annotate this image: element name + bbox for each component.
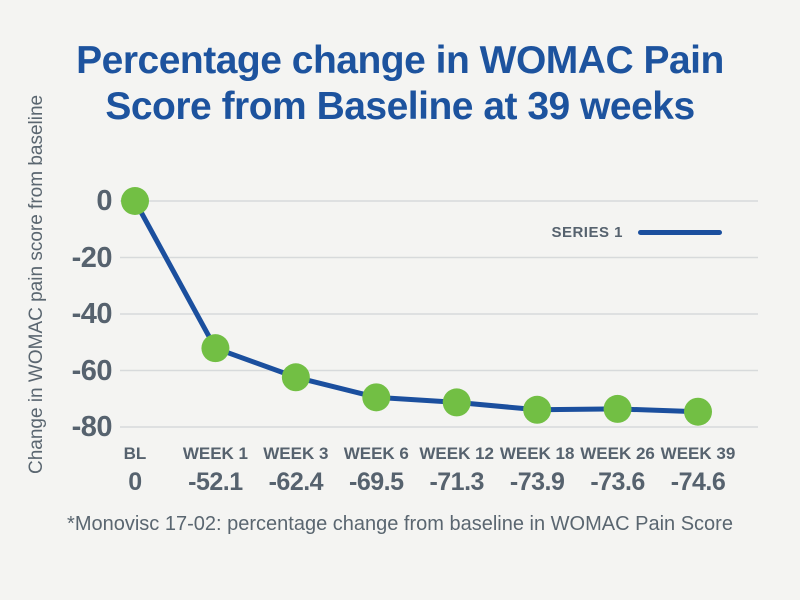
x-axis-category-label: WEEK 39 [660, 444, 736, 463]
data-point-value-label: 0 [128, 468, 142, 496]
chart-title-line2: Score from Baseline at 39 weeks [105, 85, 695, 128]
y-axis-tick-label: 0 [96, 185, 112, 217]
x-axis-category-label: WEEK 1 [182, 444, 249, 463]
x-axis-column: WEEK 26 -73.6 [563, 444, 673, 497]
data-point-marker [121, 187, 149, 215]
series-markers [121, 187, 712, 426]
x-axis-category-label: WEEK 18 [499, 444, 575, 463]
data-point-marker [523, 395, 552, 424]
y-axis-tick-label: -40 [71, 298, 113, 330]
footnote: *Monovisc 17-02: percentage change from … [67, 513, 733, 535]
data-point-marker [603, 394, 632, 423]
x-axis-column: WEEK 6 -69.5 [321, 444, 431, 497]
x-axis-category-label: BL [123, 444, 147, 463]
x-axis-category-label: WEEK 26 [580, 444, 655, 463]
legend: SERIES 1 [551, 224, 722, 241]
legend-series-label: SERIES 1 [551, 224, 623, 241]
x-axis-column: BL 0 [80, 444, 190, 497]
data-point-value-label: -74.6 [670, 468, 726, 496]
x-axis-column: WEEK 3 -62.4 [241, 444, 351, 497]
data-point-value-label: -71.3 [429, 468, 484, 496]
chart-title: Percentage change in WOMAC Pain Score fr… [0, 38, 800, 130]
data-point-marker [201, 334, 230, 363]
x-axis-category-label: WEEK 6 [343, 444, 409, 463]
y-axis-tick-label: -60 [71, 354, 113, 387]
data-point-value-label: -69.5 [349, 468, 404, 496]
data-point-value-label: -52.1 [188, 468, 243, 496]
y-axis-tick-label: -80 [71, 411, 113, 443]
x-axis-column: WEEK 18 -73.9 [482, 444, 592, 497]
data-point-marker [442, 388, 471, 417]
x-axis-column: WEEK 12 -71.3 [402, 444, 512, 497]
legend-line-swatch [638, 230, 722, 235]
y-axis-tick-label: -20 [71, 241, 113, 274]
x-axis-category-label: WEEK 12 [419, 444, 495, 463]
chart-title-line1: Percentage change in WOMAC Pain [76, 39, 724, 82]
gridlines [120, 200, 758, 428]
x-axis-category-label: WEEK 3 [263, 444, 329, 463]
data-point-marker [281, 363, 310, 392]
data-point-marker [684, 397, 712, 426]
x-axis-column: WEEK 39 -74.6 [643, 444, 753, 497]
x-axis-column: WEEK 1 -52.1 [160, 444, 270, 497]
data-point-marker [362, 383, 391, 412]
data-point-value-label: -73.9 [509, 468, 565, 496]
data-point-value-label: -73.6 [590, 468, 645, 496]
data-point-value-label: -62.4 [268, 468, 324, 496]
